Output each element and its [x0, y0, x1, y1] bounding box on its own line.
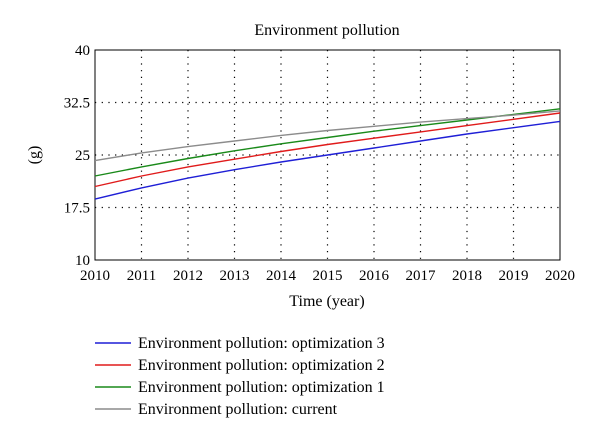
y-axis-ticks: 10 17.5 25 32.5 40 — [64, 43, 90, 269]
y-tick-label: 25 — [75, 148, 90, 164]
y-tick-label: 40 — [75, 43, 90, 59]
x-tick-label: 2018 — [452, 268, 482, 284]
x-tick-label: 2020 — [545, 268, 575, 284]
y-tick-label: 10 — [75, 253, 90, 269]
x-tick-label: 2011 — [127, 268, 156, 284]
x-axis-ticks: 2010 2011 2012 2013 2014 2015 2016 2017 2018 2019… — [80, 268, 575, 284]
legend-label-3: Environment pollution: optimization 1 — [138, 379, 385, 396]
x-tick-label: 2012 — [173, 268, 203, 284]
series-line-2 — [94, 112, 561, 188]
x-tick-label: 2010 — [80, 268, 110, 284]
x-tick-label: 2019 — [499, 268, 529, 284]
x-tick-label: 2014 — [266, 268, 297, 284]
legend-label-1: Environment pollution: optimization 3 — [138, 335, 385, 352]
series-line-4 — [94, 110, 561, 162]
x-tick-label: 2013 — [220, 268, 250, 284]
chart-title: Environment pollution — [254, 22, 399, 39]
y-axis-label: (g) — [26, 146, 43, 165]
y-tick-label: 17.5 — [64, 201, 90, 217]
series-line-1 — [94, 120, 561, 200]
grid — [95, 50, 560, 260]
y-tick-label: 32.5 — [64, 96, 90, 112]
x-tick-label: 2015 — [313, 268, 343, 284]
legend-label-4: Environment pollution: current — [138, 401, 338, 418]
x-axis-label: Time (year) — [289, 293, 364, 310]
x-tick-label: 2017 — [406, 268, 437, 284]
x-tick-label: 2016 — [359, 268, 390, 284]
legend-label-2: Environment pollution: optimization 2 — [138, 357, 385, 374]
legend: Environment pollution: optimization 3 Env… — [95, 335, 385, 418]
series-lines — [94, 108, 561, 200]
